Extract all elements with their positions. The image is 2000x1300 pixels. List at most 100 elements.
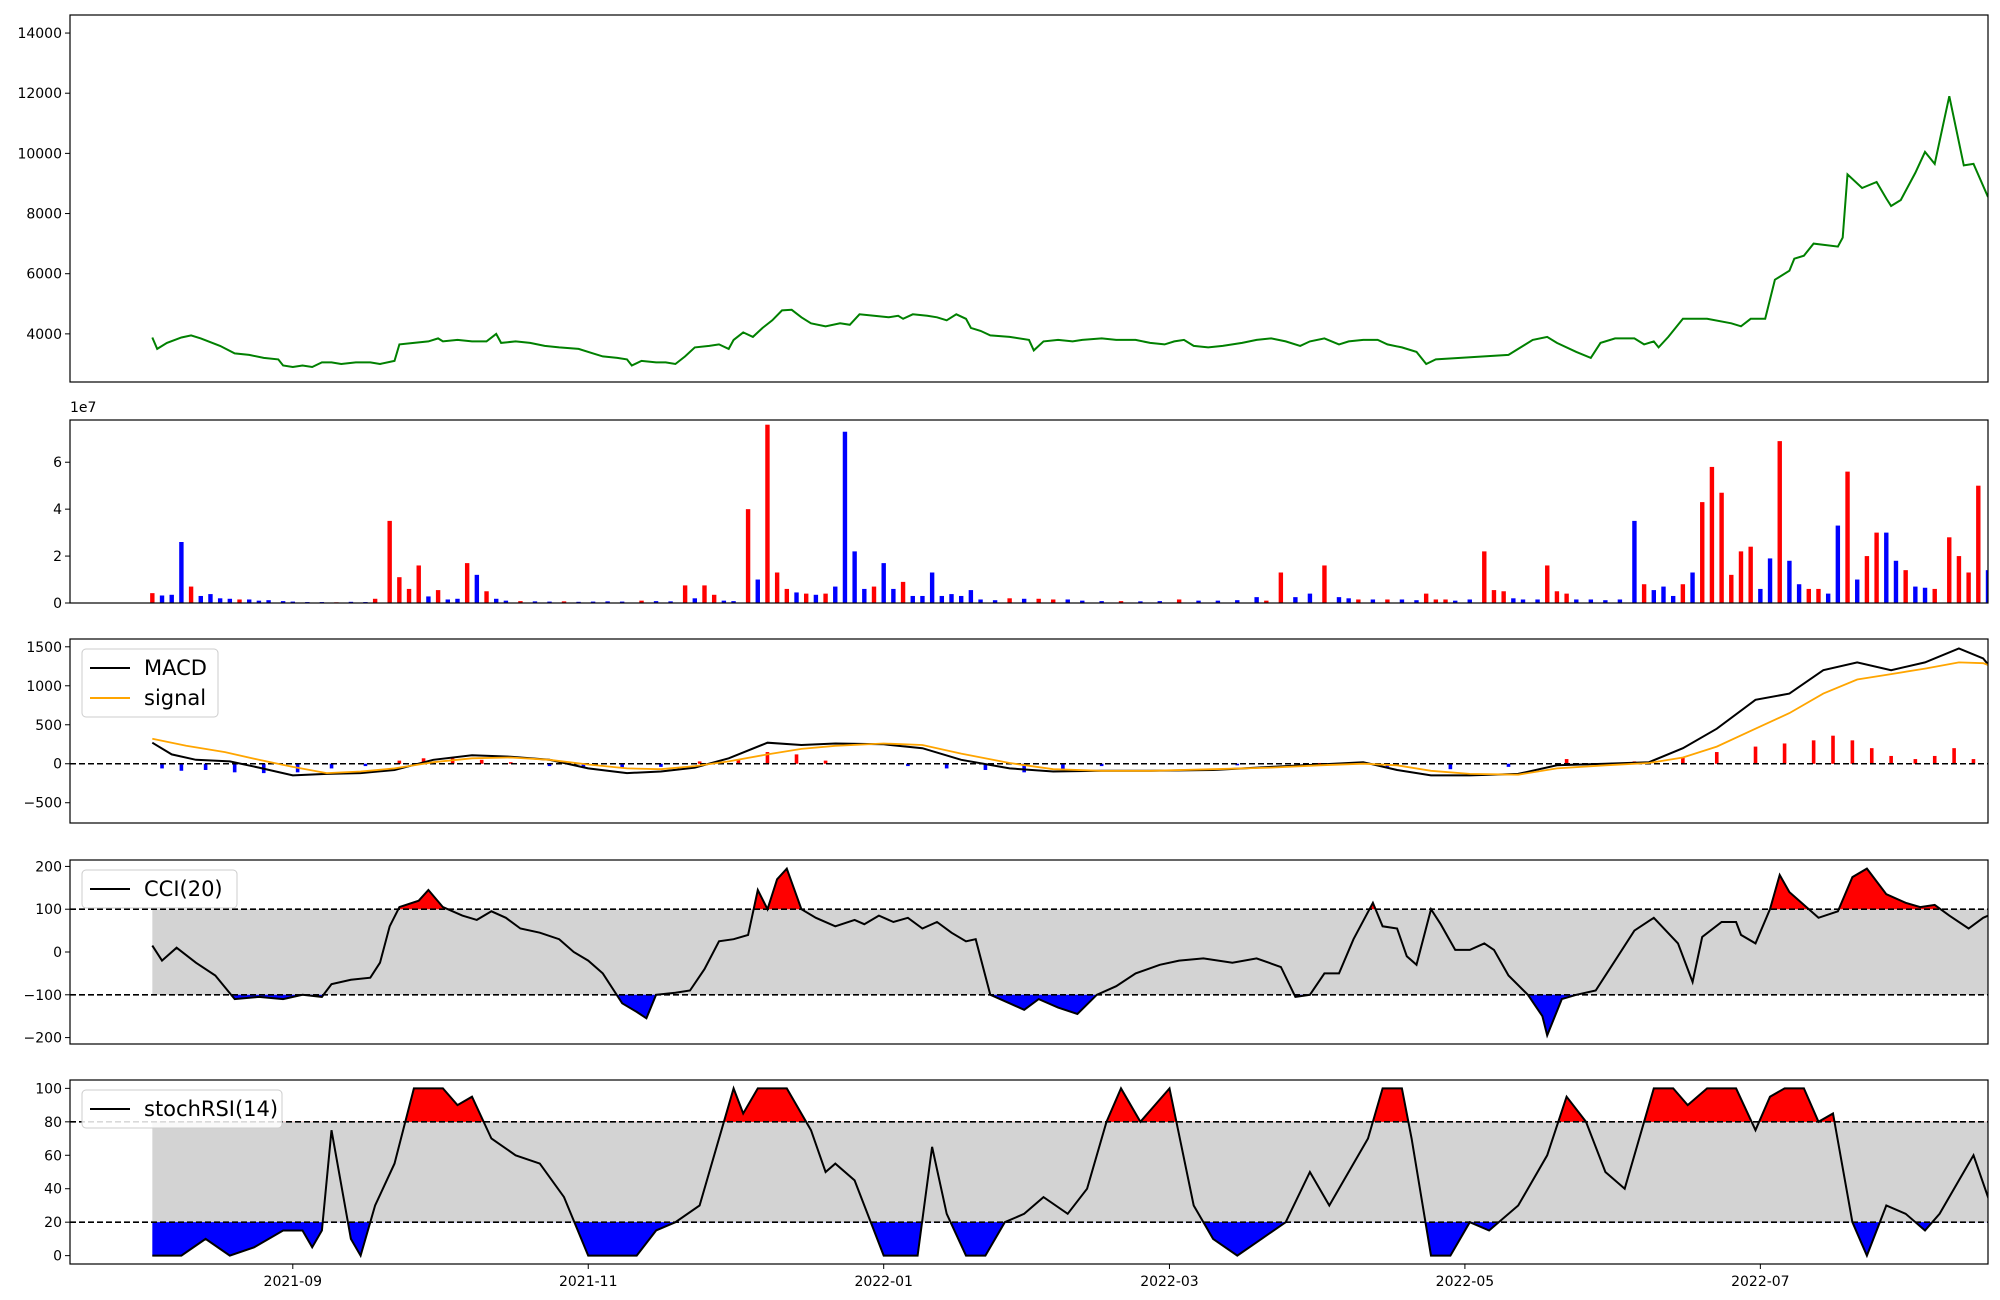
volume-bar	[445, 599, 450, 603]
volume-bar	[1414, 600, 1419, 603]
volume-bar	[1758, 588, 1763, 603]
volume-bar	[1588, 599, 1594, 603]
volume-bar	[474, 574, 480, 603]
macd-legend: MACD signal	[81, 648, 219, 718]
macd-histogram-bar	[1831, 735, 1835, 764]
volume-bar	[1482, 551, 1487, 603]
macd-histogram-bar	[363, 763, 368, 767]
volume-bar	[387, 520, 392, 603]
volume-bar	[745, 509, 751, 603]
volume-bar	[1864, 556, 1870, 603]
volume-bar	[1322, 565, 1327, 603]
volume-bar	[1520, 599, 1526, 603]
stochrsi-oversold-fill	[152, 1222, 1988, 1256]
macd-ytick-label: −500	[24, 796, 62, 812]
volume-bar	[1356, 599, 1361, 603]
volume-bar	[1670, 595, 1676, 603]
macd-histogram-bar	[508, 762, 513, 764]
volume-bar	[1709, 466, 1715, 603]
volume-bar	[1729, 574, 1734, 603]
cci-ytick-label: −200	[24, 1031, 62, 1047]
macd-histogram-bar	[1099, 763, 1104, 767]
volume-bar	[1913, 586, 1918, 603]
volume-bar	[978, 599, 983, 603]
volume-bar	[1680, 584, 1686, 603]
macd-histogram-bar	[421, 758, 426, 764]
macd-panel: −500 0 500 1000 1500 MACD signal	[24, 638, 1989, 824]
macd-histogram-bar	[1506, 763, 1511, 767]
volume-bar	[1535, 599, 1540, 603]
macd-histogram-bar	[794, 754, 799, 764]
volume-bar	[1385, 599, 1390, 603]
volume-bar	[1932, 588, 1937, 603]
volume-bar	[1564, 593, 1569, 603]
macd-histogram-bar	[1448, 763, 1453, 770]
volume-bar	[711, 594, 717, 603]
macd-histogram-bar	[906, 763, 910, 767]
stochrsi-ytick-label: 0	[53, 1249, 62, 1265]
volume-bar	[1036, 598, 1041, 603]
volume-bar	[653, 601, 659, 603]
volume-bar	[1966, 572, 1971, 603]
macd-histogram-bar	[736, 759, 741, 764]
volume-bar	[1545, 565, 1550, 603]
xtick-label: 2022-07	[1731, 1274, 1790, 1290]
stochrsi-ytick-label: 60	[44, 1148, 62, 1164]
volume-bar	[900, 581, 906, 603]
stochrsi-plot	[70, 1085, 1988, 1259]
volume-bar	[266, 600, 271, 603]
macd-ytick-label: 500	[35, 718, 62, 734]
volume-bar	[842, 431, 848, 603]
volume-bar	[1051, 599, 1056, 603]
macd-histogram-bar	[329, 763, 334, 769]
stochrsi-band	[152, 1121, 1988, 1223]
macd-ytick-label: 1500	[26, 640, 62, 656]
volume-bar	[1777, 441, 1782, 603]
macd-histogram-bar	[1061, 763, 1065, 770]
macd-histogram-bar	[1753, 746, 1758, 764]
volume-bar	[774, 572, 780, 603]
volume-bar	[881, 563, 886, 603]
volume-bar	[406, 588, 412, 603]
macd-histogram-bar	[1850, 740, 1855, 764]
volume-bar	[1738, 551, 1744, 603]
cci-legend: CCI(20)	[81, 869, 238, 909]
volume-bar	[1453, 600, 1458, 603]
volume-bar	[1641, 584, 1647, 603]
price-ytick-label: 6000	[26, 267, 62, 283]
volume-bar	[1603, 600, 1608, 603]
volume-bar	[619, 601, 625, 603]
volume-bar	[682, 585, 688, 603]
xtick-label: 2021-09	[264, 1274, 323, 1290]
price-ytick-label: 4000	[26, 327, 62, 343]
macd-histogram-bar	[1235, 763, 1240, 766]
macd-histogram-bar	[1564, 759, 1569, 764]
macd-histogram-bar	[1971, 759, 1976, 764]
volume-bar	[1845, 471, 1850, 603]
volume-bar	[1176, 599, 1182, 603]
volume-bar	[484, 591, 489, 603]
volume-bar	[804, 593, 809, 603]
volume-bar	[1574, 599, 1579, 603]
volume-bar	[435, 590, 441, 603]
volume-bar	[1491, 590, 1497, 603]
volume-bar	[871, 586, 877, 603]
volume-bar	[1554, 591, 1560, 603]
cci-overbought-fill	[152, 868, 1988, 910]
volume-bar	[1748, 546, 1753, 603]
macd-histogram-bar	[823, 760, 828, 764]
xtick-label: 2022-01	[854, 1274, 913, 1290]
legend-label-stochrsi: stochRSI(14)	[144, 1097, 278, 1121]
stochrsi-ytick-label: 20	[44, 1215, 62, 1231]
volume-bar	[1985, 570, 1988, 603]
volume-plot	[150, 424, 1988, 603]
volume-bar	[1399, 599, 1405, 603]
volume-bar	[1293, 597, 1298, 603]
macd-histogram-bar	[581, 763, 586, 768]
volume-bar	[1065, 599, 1070, 603]
volume-bar	[1719, 492, 1724, 603]
macd-histogram-bar	[983, 763, 988, 770]
macd-histogram-bar	[1317, 762, 1322, 764]
price-ytick-label: 14000	[17, 26, 62, 42]
